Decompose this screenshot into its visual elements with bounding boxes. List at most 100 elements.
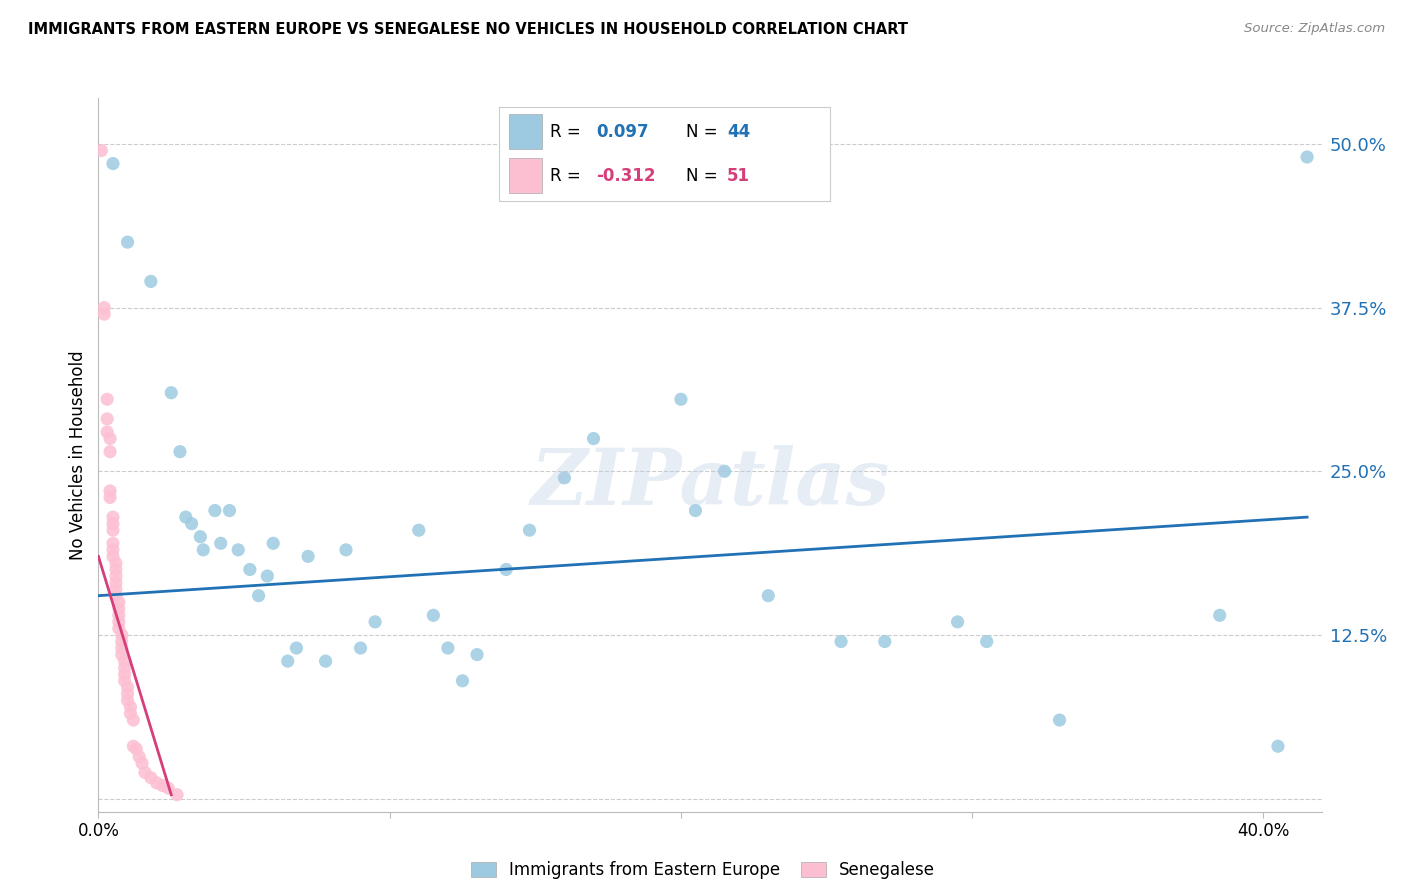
Point bbox=[122, 739, 145, 754]
Text: 0.097: 0.097 bbox=[596, 123, 650, 141]
Text: N =: N = bbox=[686, 167, 717, 185]
Point bbox=[96, 412, 118, 426]
Point bbox=[349, 641, 371, 656]
Point bbox=[111, 648, 134, 662]
Point bbox=[104, 562, 127, 576]
Point bbox=[239, 562, 262, 576]
Point bbox=[1296, 150, 1319, 164]
Point bbox=[364, 615, 387, 629]
Point bbox=[120, 706, 142, 721]
Text: R =: R = bbox=[550, 123, 581, 141]
Point bbox=[285, 641, 308, 656]
Point bbox=[465, 648, 488, 662]
Point bbox=[134, 765, 156, 780]
Point bbox=[117, 235, 139, 249]
Text: 51: 51 bbox=[727, 167, 751, 185]
Point bbox=[437, 641, 460, 656]
Point bbox=[108, 615, 131, 629]
Point bbox=[139, 771, 162, 785]
Text: N =: N = bbox=[686, 123, 717, 141]
Point bbox=[335, 542, 357, 557]
Point bbox=[111, 641, 134, 656]
Point bbox=[93, 307, 115, 321]
Point bbox=[277, 654, 299, 668]
Point bbox=[108, 595, 131, 609]
Point bbox=[830, 634, 852, 648]
Point bbox=[247, 589, 270, 603]
Point bbox=[256, 569, 278, 583]
Point bbox=[114, 673, 136, 688]
Point bbox=[139, 275, 162, 289]
Point bbox=[104, 582, 127, 596]
Legend: Immigrants from Eastern Europe, Senegalese: Immigrants from Eastern Europe, Senegale… bbox=[471, 861, 935, 880]
Point bbox=[174, 510, 197, 524]
Point bbox=[169, 444, 191, 458]
Point bbox=[104, 589, 127, 603]
Point bbox=[873, 634, 896, 648]
Point bbox=[108, 608, 131, 623]
Point bbox=[111, 634, 134, 648]
Point bbox=[93, 301, 115, 315]
Bar bbox=[509, 158, 543, 194]
Point bbox=[204, 503, 226, 517]
Point bbox=[98, 483, 121, 498]
Point bbox=[98, 432, 121, 446]
Point bbox=[160, 385, 183, 400]
Point bbox=[90, 144, 112, 158]
Point bbox=[131, 756, 153, 771]
Point bbox=[262, 536, 284, 550]
Point bbox=[98, 491, 121, 505]
Point bbox=[209, 536, 232, 550]
Point bbox=[101, 536, 124, 550]
Point bbox=[98, 444, 121, 458]
Point bbox=[125, 742, 148, 756]
Point bbox=[117, 693, 139, 707]
Point bbox=[946, 615, 969, 629]
Point bbox=[408, 523, 430, 537]
Point bbox=[157, 781, 180, 796]
Point bbox=[101, 542, 124, 557]
Point bbox=[108, 601, 131, 615]
Text: 44: 44 bbox=[727, 123, 751, 141]
Point bbox=[114, 661, 136, 675]
Point bbox=[96, 425, 118, 439]
Point bbox=[1049, 713, 1071, 727]
Point bbox=[582, 432, 605, 446]
Point bbox=[193, 542, 215, 557]
Text: IMMIGRANTS FROM EASTERN EUROPE VS SENEGALESE NO VEHICLES IN HOUSEHOLD CORRELATIO: IMMIGRANTS FROM EASTERN EUROPE VS SENEGA… bbox=[28, 22, 908, 37]
Point bbox=[226, 542, 249, 557]
Point bbox=[122, 713, 145, 727]
Point bbox=[117, 681, 139, 695]
Point bbox=[104, 569, 127, 583]
Bar bbox=[509, 113, 543, 149]
Point bbox=[756, 589, 779, 603]
Point bbox=[104, 575, 127, 590]
Text: R =: R = bbox=[550, 167, 581, 185]
Point bbox=[104, 556, 127, 570]
Point bbox=[685, 503, 707, 517]
Point bbox=[114, 654, 136, 668]
Point bbox=[101, 510, 124, 524]
Point bbox=[117, 687, 139, 701]
Point bbox=[669, 392, 692, 407]
Point bbox=[519, 523, 541, 537]
Point bbox=[101, 156, 124, 170]
Point bbox=[218, 503, 240, 517]
Text: -0.312: -0.312 bbox=[596, 167, 657, 185]
Point bbox=[114, 667, 136, 681]
Point bbox=[315, 654, 337, 668]
Point bbox=[128, 749, 150, 764]
Point bbox=[422, 608, 444, 623]
Point bbox=[96, 392, 118, 407]
Point bbox=[713, 464, 735, 478]
Point bbox=[166, 788, 188, 802]
Point bbox=[1267, 739, 1289, 754]
Point bbox=[1208, 608, 1232, 623]
Point bbox=[297, 549, 319, 564]
Text: ZIPatlas: ZIPatlas bbox=[530, 445, 890, 522]
Point bbox=[180, 516, 202, 531]
Point bbox=[451, 673, 474, 688]
Point bbox=[495, 562, 517, 576]
Point bbox=[101, 516, 124, 531]
Text: Source: ZipAtlas.com: Source: ZipAtlas.com bbox=[1244, 22, 1385, 36]
